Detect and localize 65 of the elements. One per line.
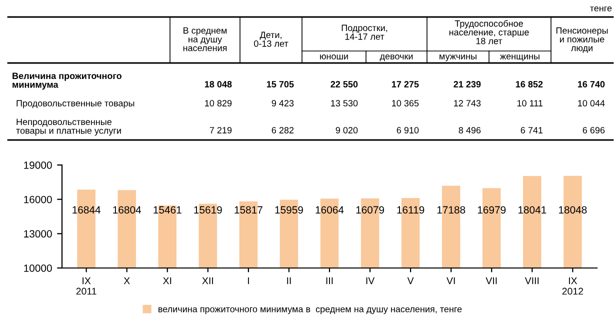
x-tick-label: V [407,277,414,284]
data-label: 15959 [275,206,303,214]
text: 21 239 [454,81,481,88]
data-label: 15817 [234,206,262,214]
text: 16 740 [578,81,605,88]
text: 8 496 [458,127,481,134]
text: 18 048 [204,81,232,88]
text: 9 020 [336,127,358,134]
category-label: женщины [500,54,540,62]
text: 7 219 [210,127,232,134]
text: 6 696 [582,127,605,134]
y-tick-label: 10000 [24,264,52,272]
x-tick-label: IV [366,277,375,284]
x-tick-label: VIII [524,277,539,284]
x-tick-label: I [248,277,249,284]
text: Подростки, 14-17 лет [342,24,388,40]
text: 12 743 [454,100,481,106]
y-tick-label: 19000 [24,162,52,169]
x-tick-label: II [287,277,291,284]
text: 13 530 [331,100,358,106]
data-label: 16079 [356,206,384,214]
text: 9 423 [272,100,294,106]
category-label: девочки [380,54,413,62]
y-tick-label: 16000 [24,196,52,204]
x-tick-label: XI [163,277,172,284]
x-tick-label: IX 2012 [562,277,584,295]
data-label: 16979 [478,206,506,214]
text: 6 741 [520,127,543,134]
y-tick-label: 13000 [24,230,52,238]
data-label: 16844 [72,206,100,214]
category-label: Дети, 0-13 лет [254,32,288,47]
text: 17 275 [392,81,419,88]
text: 10 365 [392,100,419,106]
data-label: 18048 [558,206,587,214]
text: тенге [590,6,612,12]
category-label: Пенсионеры и пожилые люди [556,27,608,53]
text: 16 852 [516,81,543,88]
text: 15 705 [266,81,294,88]
category-label: мужчины [440,54,476,62]
text: Трудоспособное население, старше 18 лет [449,20,529,44]
text: 10 111 [517,100,543,106]
x-tick-label: IX 2011 [76,277,96,295]
data-label: 16119 [397,206,424,214]
category-label: В среднем на душу населения [183,27,227,52]
x-tick-label: III [326,277,333,284]
text: 22 550 [330,81,358,88]
category-label: Продовольственные товары [16,100,134,108]
data-label: 15619 [194,206,222,214]
text: 6 910 [396,127,419,134]
legend-label: величина прожиточного минимума в среднем на душу населения, тенге [158,307,462,314]
text: 10 044 [578,100,605,106]
x-tick-label: XII [202,277,213,284]
x-tick-label: VI [446,277,455,284]
data-label: 17188 [437,206,466,214]
category-label: Непродовольственные товары и платные услуги [16,118,121,136]
category-label: Величина прожиточного минимума [12,72,122,90]
data-label: 18041 [518,206,546,214]
text: 6 282 [272,127,294,134]
text: 10 829 [205,100,232,106]
x-tick-label: VII [486,277,497,284]
data-label: 16064 [316,206,344,214]
data-label: 16804 [113,206,142,214]
data-label: 15461 [154,206,182,214]
x-tick-label: X [124,277,130,284]
category-label: юноши [320,54,348,60]
